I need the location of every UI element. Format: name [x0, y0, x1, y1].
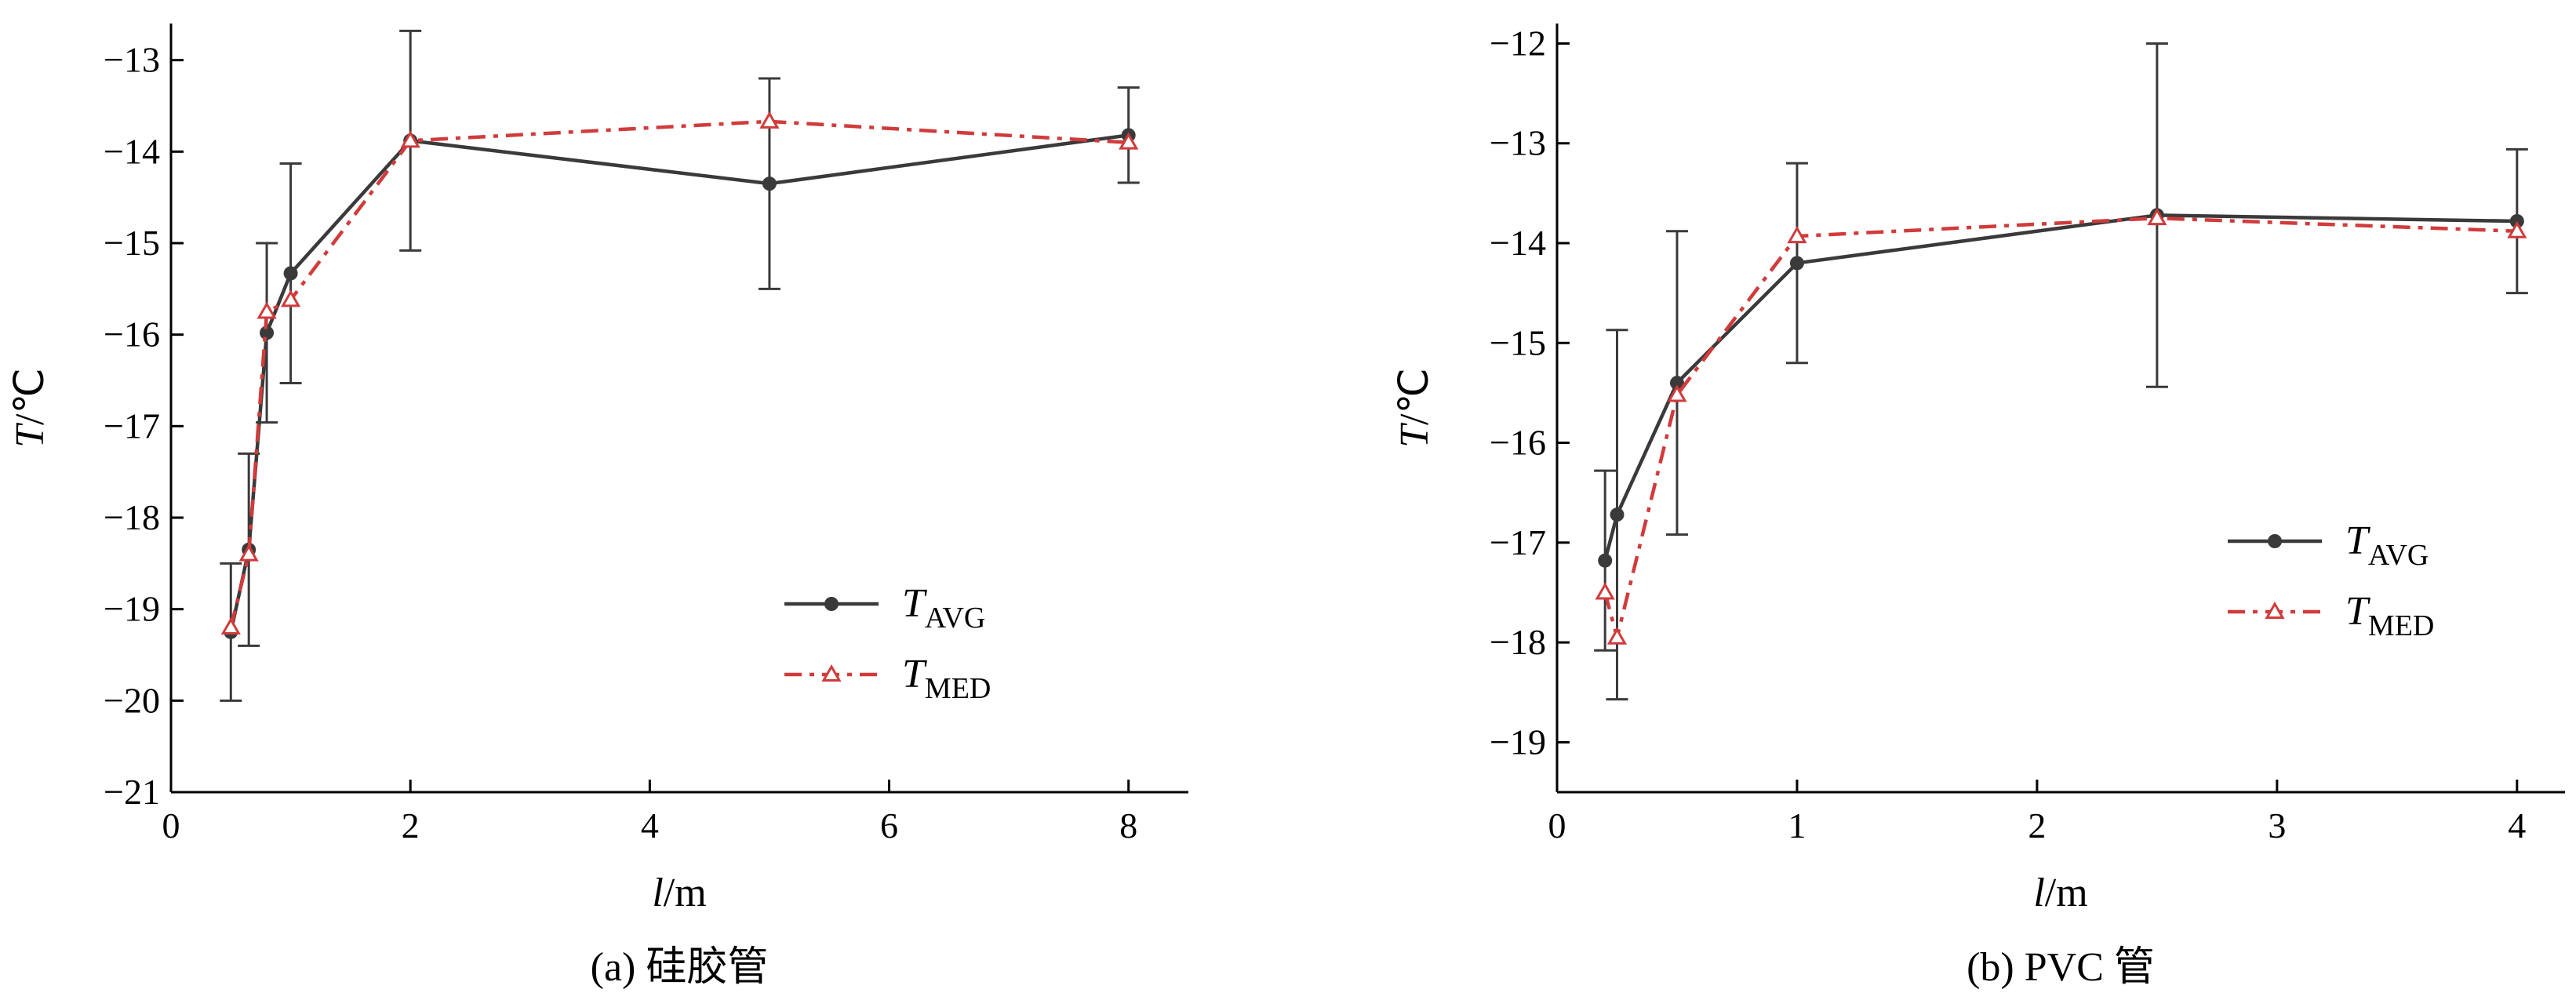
- y-tick-label: −14: [1490, 223, 1546, 263]
- y-tick-label: −14: [104, 131, 160, 171]
- y-tick-label: −21: [104, 772, 160, 812]
- chart-caption: (a) 硅胶管: [591, 945, 769, 990]
- legend-label-base: T: [2345, 518, 2370, 563]
- y-tick-label: −13: [1490, 123, 1546, 163]
- legend-marker: [824, 597, 839, 611]
- label-base: l: [2033, 871, 2044, 915]
- x-tick-label: 4: [641, 805, 659, 845]
- data-point: [1669, 376, 1684, 391]
- y-tick-label: −16: [104, 315, 160, 355]
- legend-marker: [821, 664, 842, 682]
- x-tick-label: 0: [1548, 805, 1566, 845]
- data-point: [1606, 627, 1628, 645]
- data-point: [1789, 256, 1804, 271]
- legend-label-subscript: AVG: [925, 602, 985, 635]
- data-point: [281, 289, 301, 307]
- data-point: [1667, 384, 1687, 402]
- series-avg: [1594, 42, 2528, 701]
- legend-label-subscript: MED: [2368, 609, 2434, 642]
- data-point: [260, 325, 275, 340]
- x-axis-label: l/m: [2033, 871, 2087, 915]
- label-unit: /℃: [8, 368, 53, 425]
- label-base: T: [8, 423, 53, 448]
- y-tick-label: −19: [104, 589, 160, 629]
- series-med: [1595, 208, 2527, 645]
- legend-label-base: T: [902, 581, 927, 626]
- x-tick-label: 8: [1119, 805, 1137, 845]
- y-tick-label: −12: [1490, 23, 1546, 63]
- x-tick-label: 6: [880, 805, 898, 845]
- chart-a: −21−20−19−18−17−16−15−14−130 2 4 6 8l/mT/℃(a…: [8, 24, 1188, 990]
- data-point: [400, 130, 420, 148]
- series-line: [229, 133, 1130, 633]
- legend-label: TMED: [2345, 589, 2434, 642]
- series-avg: [220, 29, 1140, 702]
- legend-entry-avg: TAVG: [784, 581, 985, 635]
- legend-marker: [2268, 534, 2282, 548]
- series-med: [220, 111, 1139, 635]
- series-line: [229, 119, 1129, 628]
- y-tick-label: −13: [104, 40, 160, 80]
- label-base: T: [1392, 423, 1437, 448]
- x-tick-label: 4: [2508, 805, 2526, 845]
- y-tick-label: −17: [1490, 522, 1546, 562]
- x-tick-label: 3: [2268, 805, 2286, 845]
- label-unit: /m: [664, 871, 707, 915]
- x-tick-label: 2: [2028, 805, 2046, 845]
- label-unit: /m: [2045, 871, 2088, 915]
- legend-label-subscript: MED: [925, 672, 991, 705]
- data-point: [2147, 208, 2167, 226]
- series-line: [1603, 213, 2517, 562]
- legend-entry-med: TMED: [2228, 589, 2434, 642]
- data-point: [238, 544, 259, 562]
- data-point: [257, 301, 277, 319]
- data-point: [1595, 582, 1615, 600]
- data-point: [759, 111, 780, 129]
- y-tick-label: −18: [1490, 622, 1546, 662]
- chart-b: −19−18−17−16−15−14−13−120 1 2 3 4l/mT/℃(b) P…: [1392, 23, 2565, 990]
- data-point: [1610, 507, 1625, 522]
- chart-caption: (b) PVC 管: [1967, 945, 2155, 990]
- y-tick-label: −15: [1490, 322, 1546, 362]
- legend-label-subscript: AVG: [2368, 539, 2429, 572]
- y-tick-label: −18: [104, 497, 160, 537]
- x-tick-label: 0: [162, 805, 180, 845]
- data-point: [762, 176, 777, 191]
- y-tick-label: −20: [104, 680, 160, 720]
- data-point: [2507, 220, 2527, 238]
- x-tick-label: 1: [1788, 805, 1806, 845]
- y-tick-label: −17: [104, 405, 160, 445]
- y-tick-label: −16: [1490, 423, 1546, 463]
- legend-label: TMED: [902, 652, 991, 705]
- legend-marker: [2265, 601, 2285, 619]
- y-axis-label: T/℃: [8, 368, 53, 448]
- legend-label: TAVG: [902, 581, 985, 635]
- data-point: [1119, 132, 1139, 150]
- legend-entry-avg: TAVG: [2228, 518, 2429, 572]
- data-point: [283, 266, 298, 281]
- legend-entry-med: TMED: [784, 652, 991, 705]
- legend-label-base: T: [2345, 589, 2370, 634]
- label-base: l: [652, 871, 663, 915]
- data-point: [1787, 226, 1807, 244]
- y-tick-label: −15: [104, 223, 160, 263]
- label-unit: /℃: [1392, 368, 1437, 425]
- data-point: [1598, 553, 1613, 568]
- data-point: [220, 616, 241, 635]
- legend-label-base: T: [902, 652, 927, 696]
- y-axis-label: T/℃: [1392, 368, 1437, 448]
- x-tick-label: 2: [402, 805, 420, 845]
- series-line: [1603, 216, 2517, 638]
- legend-label: TAVG: [2345, 518, 2429, 572]
- x-axis-label: l/m: [652, 871, 706, 915]
- y-tick-label: −19: [1490, 722, 1546, 762]
